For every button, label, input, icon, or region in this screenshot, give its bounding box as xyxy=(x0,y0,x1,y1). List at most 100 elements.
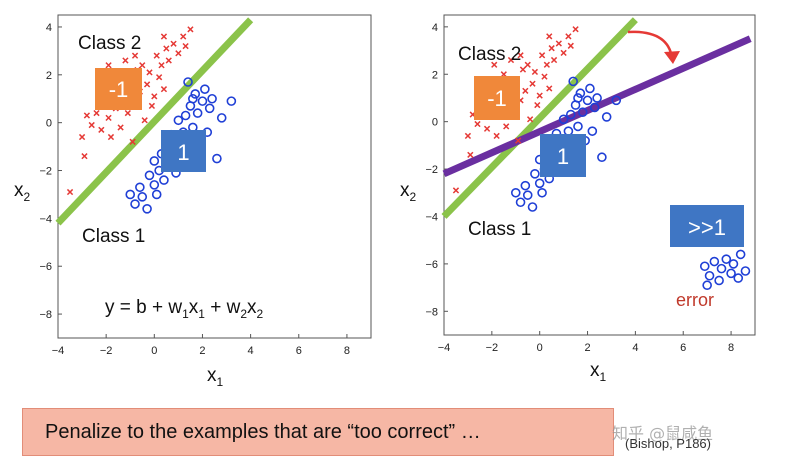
plot-right-class1-point xyxy=(510,187,521,198)
plot-right: −4 −2 0 2 4 6 8 4 2 0 −2 −4 −6 −8 -1 1 >>1 Class 2 Cl… xyxy=(400,14,756,384)
plot-left-green-decision-line xyxy=(55,17,254,226)
plot-right-class2-point xyxy=(560,49,567,57)
plot-left-class2-point xyxy=(158,62,165,69)
plot-left-class1-point xyxy=(192,108,203,118)
plot-right-class1-point xyxy=(597,152,607,163)
plot-right-error-label: error xyxy=(676,290,714,310)
plot-right-box-pos xyxy=(540,134,586,177)
plot-right-class1-point xyxy=(740,266,751,276)
plot-left-class1-point xyxy=(200,84,210,94)
plot-left-xlabel: x1 xyxy=(207,365,224,389)
plot-left-class2-point xyxy=(124,109,131,117)
plot-left-class2-point xyxy=(180,33,187,40)
plot-left-ytick-label: −8 xyxy=(39,309,52,321)
plot-left-class1-point xyxy=(142,204,152,214)
plot-right-class1-point xyxy=(728,259,739,269)
plot-left-ylabel: x2 xyxy=(14,180,31,204)
plot-left-box-neg-label: -1 xyxy=(109,77,129,102)
plot-right-xtick-label: 2 xyxy=(584,342,590,354)
plot-left-class2-point xyxy=(131,52,139,59)
plot-right-xtick-label: 8 xyxy=(728,342,734,354)
plot-left-xtick-label: −4 xyxy=(52,345,65,357)
plot-left-xtick-label: 8 xyxy=(344,345,350,357)
plot-right-class2-point xyxy=(541,73,548,80)
plot-left-class2-point xyxy=(182,42,189,50)
plot-right-class1-point xyxy=(582,95,593,106)
plot-right-class2-point xyxy=(538,52,546,59)
plot-left-green-line-group xyxy=(55,17,254,226)
plot-right-class1-point xyxy=(702,280,712,291)
plot-right-class1-point xyxy=(520,180,531,191)
plot-left-xtick-label: 0 xyxy=(151,345,157,357)
plot-right-class2-point xyxy=(507,56,515,64)
plot-right-purple-decision-line xyxy=(442,35,752,178)
plot-right-class1-point xyxy=(704,270,715,281)
plot-left-class2-point xyxy=(151,93,158,100)
plot-right-class2-label: Class 2 xyxy=(458,44,521,65)
plot-right-class1-point xyxy=(522,190,533,200)
plot-right-class1-point xyxy=(592,93,602,103)
plot-right-class1-point xyxy=(587,126,598,136)
plot-right-class1-point xyxy=(716,263,727,274)
plot-right-ytick-label: −4 xyxy=(425,211,438,223)
plot-left-xtick-label: −2 xyxy=(100,345,113,357)
plot-right-class2-point xyxy=(467,151,474,158)
plot-right-class2-point xyxy=(546,33,553,40)
plot-right-class1-point xyxy=(585,83,595,94)
plot-left-class2-point xyxy=(88,121,95,129)
plot-right-class1-point xyxy=(534,178,545,189)
plot-right-xtick-label: 4 xyxy=(632,342,638,354)
plot-right-class1-point xyxy=(733,273,744,283)
plot-right-class1-point xyxy=(611,95,622,106)
plot-right-box-pos-label: 1 xyxy=(557,144,569,169)
plot-left-class2-point xyxy=(148,102,156,110)
plot-right-class2-point xyxy=(548,45,555,52)
plot-left-class2-point xyxy=(160,86,168,93)
plot-right-frame xyxy=(443,14,756,336)
plot-right-class1-point xyxy=(530,169,540,179)
plot-right-box-neg-label: -1 xyxy=(487,86,507,111)
plot-left-class1-point xyxy=(144,170,155,181)
plot-left-ytick-label: 4 xyxy=(46,22,52,34)
plot-left-class1-point xyxy=(212,153,222,164)
plot-left-class1-point xyxy=(204,103,215,114)
plot-right-xtick-label: −4 xyxy=(438,342,451,354)
plot-right-class2-point xyxy=(519,66,527,73)
plot-left-xtick-label: 2 xyxy=(199,345,205,357)
plot-right-green-decision-line xyxy=(441,17,638,219)
plot-right-class2-point xyxy=(572,26,579,33)
plot-right-xtick-label: 0 xyxy=(537,342,543,354)
plot-right-class2-point xyxy=(565,33,572,40)
plot-left-class2-point xyxy=(83,112,91,119)
plot-right-class2-point xyxy=(483,125,491,132)
plot-right-box-far xyxy=(670,205,744,247)
plot-right-ylabel: x2 xyxy=(400,180,417,204)
plot-right-class1-point xyxy=(527,202,538,212)
plot-right-xtick-label: 6 xyxy=(680,342,686,354)
figure: −4 −2 0 2 4 6 8 4 2 0 −2 −4 −6 −8 -1 1 Class 2 Class … xyxy=(14,14,756,389)
plot-left-class2-point xyxy=(160,33,168,40)
plot-right-class2-point xyxy=(555,40,562,47)
plot-right-class1-point xyxy=(515,197,526,208)
plot-right-class1-point xyxy=(577,107,588,117)
plot-right-ytick-label: 4 xyxy=(432,22,438,34)
plot-left-class1-point xyxy=(151,189,162,200)
plot-left-class2-point xyxy=(175,50,182,57)
plot-right-box-neg xyxy=(474,76,520,120)
plot-left-class2-point xyxy=(105,114,112,122)
plot-right-ytick-label: 2 xyxy=(432,69,438,81)
plot-left-class2-point xyxy=(187,26,194,33)
plot-left-equation: y = b + w1x1 + w2x2 xyxy=(105,297,264,321)
takeaway-banner: Penalize to the examples that are “too c… xyxy=(22,408,614,456)
plot-right-class2-point xyxy=(515,137,522,144)
plot-left-class2-point xyxy=(165,57,172,64)
takeaway-banner-text: Penalize to the examples that are “too c… xyxy=(45,420,481,443)
plot-right-green-line-group xyxy=(441,17,638,219)
plot-left-class1-point xyxy=(135,182,145,193)
plot-right-purple-line-group xyxy=(442,35,752,178)
plot-right-class1-point xyxy=(589,102,600,113)
plot-left-class2-point xyxy=(163,45,170,52)
plot-right-ticks: −4 −2 0 2 4 6 8 4 2 0 −2 −4 −6 −8 xyxy=(425,22,734,354)
plot-left-class1-point xyxy=(226,96,237,106)
plot-right-class2-point xyxy=(522,87,529,94)
